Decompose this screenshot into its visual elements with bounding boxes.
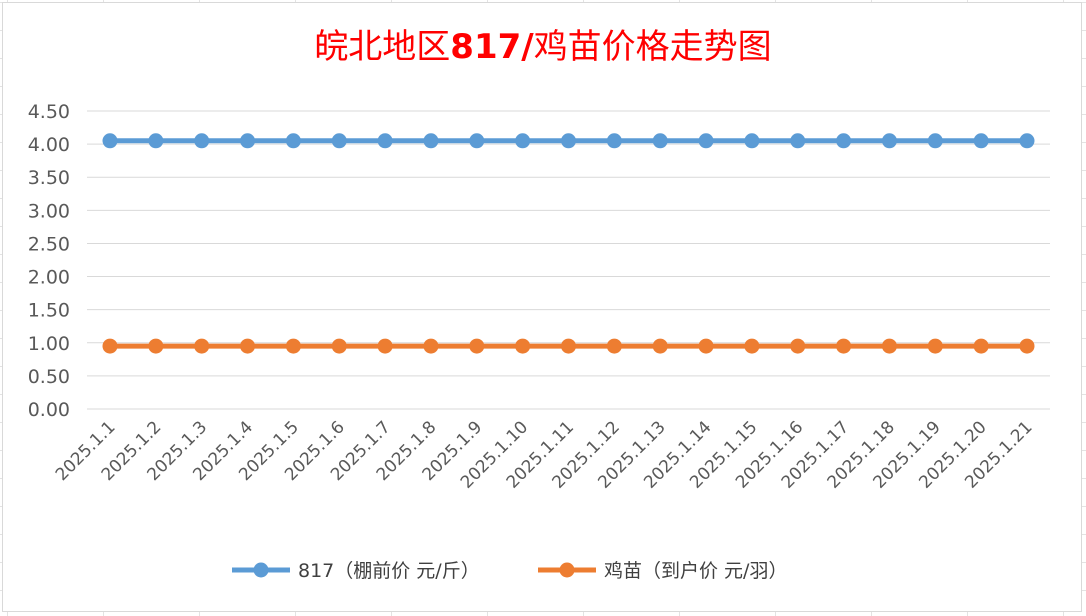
data-point [836,338,852,354]
data-point [469,338,485,354]
data-point [377,338,393,354]
y-axis: 0.00 0.50 1.00 1.50 2.00 2.50 3.00 3.50 4.00 4.50 [28,101,70,421]
data-point [652,338,668,354]
data-point [377,133,393,149]
y-tick-label: 3.50 [28,167,70,189]
data-point [194,338,210,354]
data-point [881,338,897,354]
y-tick-label: 4.50 [28,101,70,123]
data-point [606,133,622,149]
series-2 [102,338,1035,354]
data-point [240,133,256,149]
y-tick-label: 4.00 [28,134,70,156]
chart-title: 皖北地区817/鸡苗价格走势图 [314,27,771,67]
y-tick-label: 2.50 [28,233,70,255]
y-tick-label: 0.00 [28,399,70,421]
y-tick-label: 1.00 [28,333,70,355]
data-point [561,133,576,149]
legend-marker [559,562,575,578]
data-point [927,338,943,354]
data-point [469,133,485,149]
x-axis: 2025.1.12025.1.22025.1.32025.1.42025.1.5… [52,417,1037,492]
data-point [973,338,989,354]
data-point [790,338,806,354]
data-point [285,338,301,354]
data-point [836,133,852,149]
data-point [331,133,347,149]
data-point [652,133,668,149]
legend-label: 817（棚前价 元/斤） [298,560,480,582]
data-point [561,338,576,354]
data-point [423,133,439,149]
y-tick-label: 3.00 [28,200,70,222]
data-point [698,133,714,149]
data-point [744,133,760,149]
data-point [698,338,714,354]
data-point [515,133,531,149]
plot-series [102,133,1035,354]
data-point [881,133,897,149]
data-point [148,338,164,354]
y-tick-label: 1.50 [28,300,70,322]
data-point [1019,133,1035,149]
data-point [1019,338,1035,354]
data-point [423,338,439,354]
data-point [102,338,118,354]
data-point [285,133,301,149]
data-point [927,133,943,149]
data-point [790,133,806,149]
data-point [515,338,531,354]
data-point [973,133,989,149]
legend-entry-2: 鸡苗（到户价 元/羽） [538,560,787,582]
gridlines [87,110,1050,410]
legend-marker [253,562,269,578]
y-tick-label: 0.50 [28,366,70,388]
data-point [606,338,622,354]
data-point [744,338,760,354]
y-tick-label: 2.00 [28,267,70,289]
legend-entry-1: 817（棚前价 元/斤） [232,560,480,582]
data-point [240,338,256,354]
legend: 817（棚前价 元/斤） 鸡苗（到户价 元/羽） [232,560,787,582]
data-point [148,133,164,149]
legend-label: 鸡苗（到户价 元/羽） [604,560,787,582]
data-point [331,338,347,354]
data-point [102,133,118,149]
series-1 [102,133,1035,149]
data-point [194,133,210,149]
